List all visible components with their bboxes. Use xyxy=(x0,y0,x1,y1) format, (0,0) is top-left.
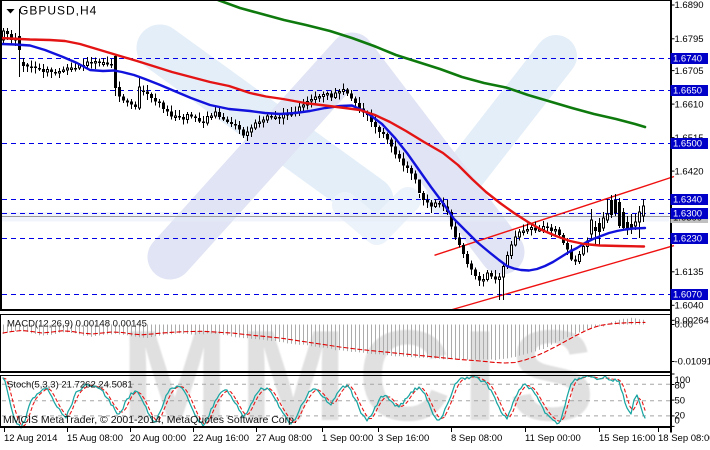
svg-text:1.6040: 1.6040 xyxy=(675,301,704,312)
svg-text:22 Aug 16:00: 22 Aug 16:00 xyxy=(193,433,249,444)
svg-text:80: 80 xyxy=(675,381,686,392)
svg-text:15 Sep 16:00: 15 Sep 16:00 xyxy=(599,433,656,444)
svg-text:27 Aug 08:00: 27 Aug 08:00 xyxy=(256,433,312,444)
svg-text:1 Sep 00:00: 1 Sep 00:00 xyxy=(322,433,373,444)
svg-text:20 Aug 00:00: 20 Aug 00:00 xyxy=(130,433,186,444)
svg-text:1.6420: 1.6420 xyxy=(675,166,704,177)
svg-text:1.6500: 1.6500 xyxy=(673,139,702,150)
svg-text:50: 50 xyxy=(675,396,686,407)
svg-text:18 Sep 08:00: 18 Sep 08:00 xyxy=(658,433,710,444)
svg-text:1.6650: 1.6650 xyxy=(673,86,702,97)
svg-text:1.6890: 1.6890 xyxy=(675,0,704,11)
svg-text:15 Aug 08:00: 15 Aug 08:00 xyxy=(67,433,123,444)
svg-text:12 Aug 2014: 12 Aug 2014 xyxy=(4,433,57,444)
svg-text:1.6610: 1.6610 xyxy=(675,99,704,110)
svg-text:Stoch(5,3,3) 21.7262 24.5081: Stoch(5,3,3) 21.7262 24.5081 xyxy=(7,380,133,391)
svg-text:MACD(12,26,9) 0.00148 0.00145: MACD(12,26,9) 0.00148 0.00145 xyxy=(7,319,147,330)
svg-text:1.6795: 1.6795 xyxy=(675,34,704,45)
svg-text:0.00: 0.00 xyxy=(675,320,694,331)
svg-text:1.6135: 1.6135 xyxy=(675,267,704,278)
svg-text:GBPUSD,H4: GBPUSD,H4 xyxy=(19,4,97,18)
svg-text:-0.01091: -0.01091 xyxy=(675,357,710,368)
svg-text:0: 0 xyxy=(675,416,680,427)
svg-text:8 Sep 08:00: 8 Sep 08:00 xyxy=(451,433,502,444)
svg-text:1.6070: 1.6070 xyxy=(673,290,702,301)
svg-text:1.6740: 1.6740 xyxy=(673,54,702,65)
svg-text:3 Sep 16:00: 3 Sep 16:00 xyxy=(378,433,429,444)
svg-text:1.6705: 1.6705 xyxy=(675,66,704,77)
svg-text:1.6230: 1.6230 xyxy=(673,234,702,245)
svg-text:1.6300: 1.6300 xyxy=(673,209,702,220)
svg-text:MMCIS MetaTrader, © 2001-2014,: MMCIS MetaTrader, © 2001-2014, MetaQuote… xyxy=(3,414,297,426)
svg-text:1.6340: 1.6340 xyxy=(673,195,702,206)
svg-text:11 Sep 00:00: 11 Sep 00:00 xyxy=(525,433,581,444)
